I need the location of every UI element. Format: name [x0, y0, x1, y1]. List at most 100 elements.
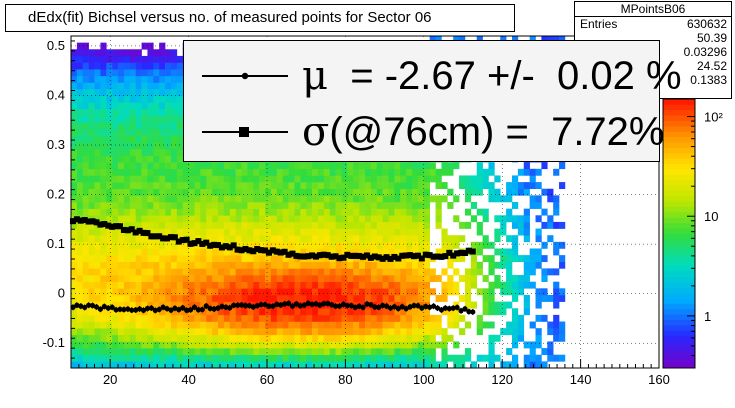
profile-point-circle — [403, 306, 409, 312]
heatmap-cell — [229, 188, 236, 196]
heatmap-cell — [170, 155, 178, 163]
heatmap-cell — [129, 162, 136, 170]
heatmap-cell — [306, 308, 313, 316]
heatmap-cell — [170, 321, 178, 329]
heatmap-cell — [135, 314, 142, 322]
heatmap-cell — [129, 255, 136, 263]
z-tick-label: 10² — [704, 110, 723, 125]
palette-cell — [663, 314, 695, 320]
heatmap-cell — [153, 321, 160, 329]
heatmap-cell — [129, 268, 136, 276]
heatmap-cell — [488, 361, 495, 369]
heatmap-cell — [353, 188, 360, 196]
heatmap-cell — [523, 228, 530, 236]
heatmap-cell — [388, 241, 395, 249]
heatmap-cell — [82, 235, 89, 243]
heatmap-cell — [159, 221, 166, 229]
heatmap-cell — [241, 175, 248, 183]
heatmap-cell — [300, 202, 307, 209]
heatmap-cell — [223, 168, 231, 176]
heatmap-cell — [76, 328, 84, 336]
heatmap-cell — [241, 334, 248, 342]
heatmap-cell — [223, 175, 231, 183]
heatmap-cell — [200, 348, 207, 356]
heatmap-cell — [553, 202, 560, 209]
heatmap-cell — [276, 202, 283, 209]
heatmap-cell — [394, 221, 401, 229]
heatmap-cell — [123, 175, 131, 183]
heatmap-cell — [423, 314, 430, 322]
heatmap-cell — [335, 308, 342, 316]
heatmap-cell — [494, 281, 501, 289]
heatmap-cell — [194, 221, 201, 229]
heatmap-cell — [188, 221, 195, 229]
heatmap-cell — [300, 261, 307, 269]
heatmap-cell — [223, 294, 231, 302]
heatmap-cell — [141, 235, 148, 243]
heatmap-cell — [112, 69, 119, 77]
heatmap-cell — [382, 202, 389, 209]
heatmap-cell — [359, 228, 366, 236]
heatmap-cell — [323, 321, 331, 329]
heatmap-cell — [312, 182, 319, 190]
heatmap-cell — [288, 294, 295, 302]
heatmap-cell — [535, 341, 542, 349]
heatmap-cell — [194, 348, 201, 356]
heatmap-cell — [365, 314, 372, 322]
heatmap-cell — [553, 241, 560, 249]
heatmap-cell — [312, 341, 319, 349]
heatmap-cell — [82, 142, 89, 150]
heatmap-cell — [129, 328, 136, 336]
heatmap-cell — [241, 314, 248, 322]
heatmap-cell — [406, 208, 413, 216]
heatmap-cell — [341, 354, 348, 362]
profile-point-square — [305, 253, 312, 260]
profile-point-circle — [352, 304, 358, 310]
heatmap-cell — [359, 195, 366, 203]
heatmap-cell — [288, 275, 295, 282]
heatmap-cell — [265, 354, 272, 362]
heatmap-cell — [253, 354, 260, 362]
heatmap-cell — [112, 328, 119, 336]
heatmap-cell — [376, 208, 383, 216]
profile-point-square — [395, 255, 402, 262]
heatmap-cell — [300, 168, 307, 176]
profile-point-square — [465, 247, 472, 254]
heatmap-cell — [170, 69, 178, 77]
heatmap-cell — [200, 255, 207, 263]
heatmap-cell — [229, 202, 236, 209]
heatmap-cell — [406, 314, 413, 322]
heatmap-cell — [429, 268, 436, 276]
heatmap-cell — [376, 182, 383, 190]
heatmap-cell — [394, 208, 401, 216]
heatmap-cell — [306, 328, 313, 336]
heatmap-cell — [88, 281, 95, 289]
heatmap-cell — [541, 268, 548, 276]
heatmap-cell — [323, 208, 331, 216]
profile-point-square — [81, 217, 88, 224]
heatmap-cell — [541, 162, 548, 170]
heatmap-cell — [212, 182, 219, 190]
heatmap-cell — [82, 42, 89, 50]
heatmap-cell — [170, 288, 178, 296]
profile-point-square — [458, 249, 465, 256]
heatmap-cell — [288, 348, 295, 356]
profile-point-square — [371, 253, 378, 260]
heatmap-cell — [541, 255, 548, 263]
heatmap-cell — [235, 221, 242, 229]
profile-point-circle — [431, 303, 437, 309]
heatmap-cell — [82, 182, 89, 190]
heatmap-cell — [82, 69, 89, 77]
profile-point-square — [265, 249, 272, 256]
heatmap-cell — [229, 261, 236, 269]
profile-point-square — [234, 246, 241, 253]
heatmap-cell — [347, 221, 354, 229]
heatmap-cell — [488, 334, 495, 342]
heatmap-cell — [165, 228, 172, 236]
heatmap-cell — [165, 294, 172, 302]
heatmap-cell — [394, 215, 401, 223]
heatmap-cell — [453, 281, 460, 289]
heatmap-cell — [506, 348, 513, 356]
heatmap-cell — [229, 275, 236, 282]
y-tick-label: 0.2 — [47, 187, 65, 202]
